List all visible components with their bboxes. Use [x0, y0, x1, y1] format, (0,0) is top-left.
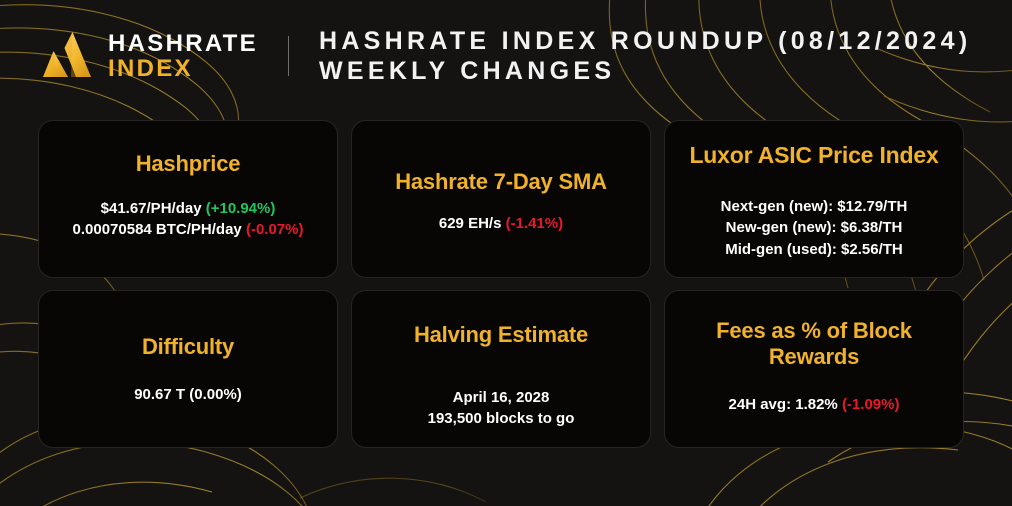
- metric-line: $41.67/PH/day (+10.94%): [49, 198, 327, 219]
- card-title: Difficulty: [141, 334, 235, 359]
- card-body: April 16, 2028 193,500 blocks to go: [362, 387, 640, 430]
- metric-card-difficulty: Difficulty 90.67 T (0.00%): [38, 290, 338, 448]
- card-body: Next-gen (new): $12.79/TH New-gen (new):…: [675, 196, 953, 260]
- brand-wordmark: HASHRATE INDEX: [108, 29, 258, 82]
- metric-change: (+10.94%): [205, 199, 276, 217]
- metric-card-hashprice: Hashprice $41.67/PH/day (+10.94%) 0.0007…: [38, 120, 338, 278]
- metric-value: 24H avg: 1.82%: [728, 395, 838, 413]
- metric-line: 193,500 blocks to go: [427, 410, 575, 428]
- metric-line: Mid-gen (used): $2.56/TH: [725, 240, 903, 258]
- card-body: 24H avg: 1.82% (-1.09%): [675, 394, 953, 415]
- metric-change: (0.00%): [189, 385, 242, 403]
- card-title: Halving Estimate: [413, 322, 589, 347]
- metric-line: 24H avg: 1.82% (-1.09%): [675, 394, 953, 415]
- metric-line: April 16, 2028: [452, 388, 550, 406]
- metric-change: (-0.07%): [245, 221, 304, 239]
- metric-card-halving-estimate: Halving Estimate April 16, 2028 193,500 …: [351, 290, 651, 448]
- brand-line-index: INDEX: [108, 55, 193, 82]
- card-title: Fees as % of Block Rewards: [716, 318, 912, 369]
- metric-card-fees-as-percent-of-block-rewards: Fees as % of Block Rewards 24H avg: 1.82…: [664, 290, 964, 448]
- metric-card-luxor-asic-price-index: Luxor ASIC Price Index Next-gen (new): $…: [664, 120, 964, 278]
- header-divider: [287, 36, 289, 76]
- card-title: Hashrate 7-Day SMA: [395, 169, 607, 194]
- metric-card-hashrate-7-day-sma: Hashrate 7-Day SMA 629 EH/s (-1.41%): [351, 120, 651, 278]
- metric-line: 0.00070584 BTC/PH/day (-0.07%): [49, 219, 327, 240]
- page-title-line-1: HASHRATE INDEX ROUNDUP (08/12/2024): [318, 26, 972, 55]
- page-title-line-2: WEEKLY CHANGES: [318, 57, 616, 85]
- brand-line-hashrate: HASHRATE: [108, 29, 258, 57]
- card-body: 90.67 T (0.00%): [49, 384, 327, 405]
- metric-line: 90.67 T (0.00%): [49, 384, 327, 405]
- header: HASHRATE INDEX HASHRATE INDEX ROUNDUP (0…: [0, 0, 1012, 112]
- page-title: HASHRATE INDEX ROUNDUP (08/12/2024) WEEK…: [319, 26, 972, 87]
- metric-value: 90.67 T: [134, 385, 186, 403]
- metric-value: $41.67/PH/day: [100, 199, 202, 217]
- card-body: 629 EH/s (-1.41%): [362, 213, 640, 234]
- metric-change: (-1.41%): [505, 214, 564, 232]
- card-body: $41.67/PH/day (+10.94%) 0.00070584 BTC/P…: [49, 198, 327, 241]
- hashrate-index-mountain-logo-icon: [43, 32, 91, 77]
- metric-change: (-1.09%): [841, 395, 900, 413]
- brand-logo: HASHRATE INDEX: [38, 29, 258, 83]
- metric-value: 629 EH/s: [438, 214, 502, 232]
- card-title: Hashprice: [135, 151, 241, 176]
- metric-line: Next-gen (new): $12.79/TH: [720, 198, 908, 216]
- metric-line: 629 EH/s (-1.41%): [362, 213, 640, 234]
- card-title: Luxor ASIC Price Index: [689, 142, 939, 168]
- metrics-grid: Hashprice $41.67/PH/day (+10.94%) 0.0007…: [38, 120, 964, 448]
- metric-line: New-gen (new): $6.38/TH: [725, 219, 903, 237]
- metric-value: 0.00070584 BTC/PH/day: [72, 221, 242, 239]
